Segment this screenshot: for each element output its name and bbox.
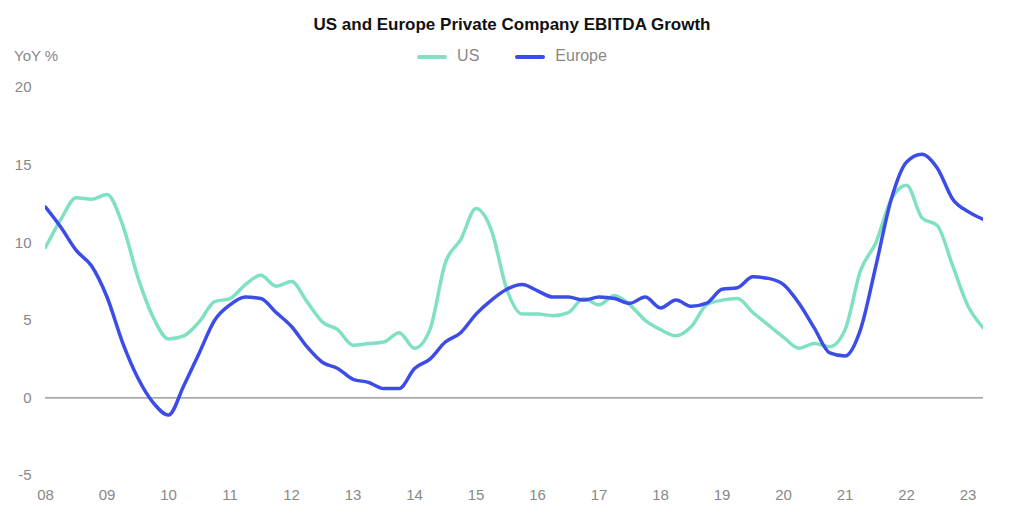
svg-text:14: 14: [406, 486, 423, 503]
svg-text:-5: -5: [18, 466, 31, 483]
svg-text:10: 10: [15, 234, 32, 251]
svg-text:19: 19: [714, 486, 731, 503]
svg-text:20: 20: [15, 78, 32, 95]
svg-text:18: 18: [652, 486, 669, 503]
svg-text:16: 16: [529, 486, 546, 503]
svg-text:0: 0: [23, 389, 31, 406]
svg-text:12: 12: [283, 486, 300, 503]
html-text:US: US: [457, 47, 480, 64]
svg-text:15: 15: [15, 156, 32, 173]
svg-text:23: 23: [960, 486, 977, 503]
svg-text:08: 08: [37, 486, 54, 503]
svg-text:20: 20: [775, 486, 792, 503]
svg-text:17: 17: [591, 486, 608, 503]
svg-text:11: 11: [222, 486, 238, 503]
svg-text:09: 09: [99, 486, 116, 503]
svg-text:13: 13: [345, 486, 362, 503]
svg-text:15: 15: [468, 486, 485, 503]
svg-text:22: 22: [898, 486, 915, 503]
svg-text:10: 10: [160, 486, 177, 503]
html-text:YoY %: YoY %: [14, 47, 59, 64]
html-text:Europe: Europe: [555, 47, 607, 64]
html-text:US and Europe Private Company: US and Europe Private Company EBITDA Gro…: [313, 15, 711, 34]
svg-text:5: 5: [23, 311, 31, 328]
svg-text:21: 21: [837, 486, 854, 503]
